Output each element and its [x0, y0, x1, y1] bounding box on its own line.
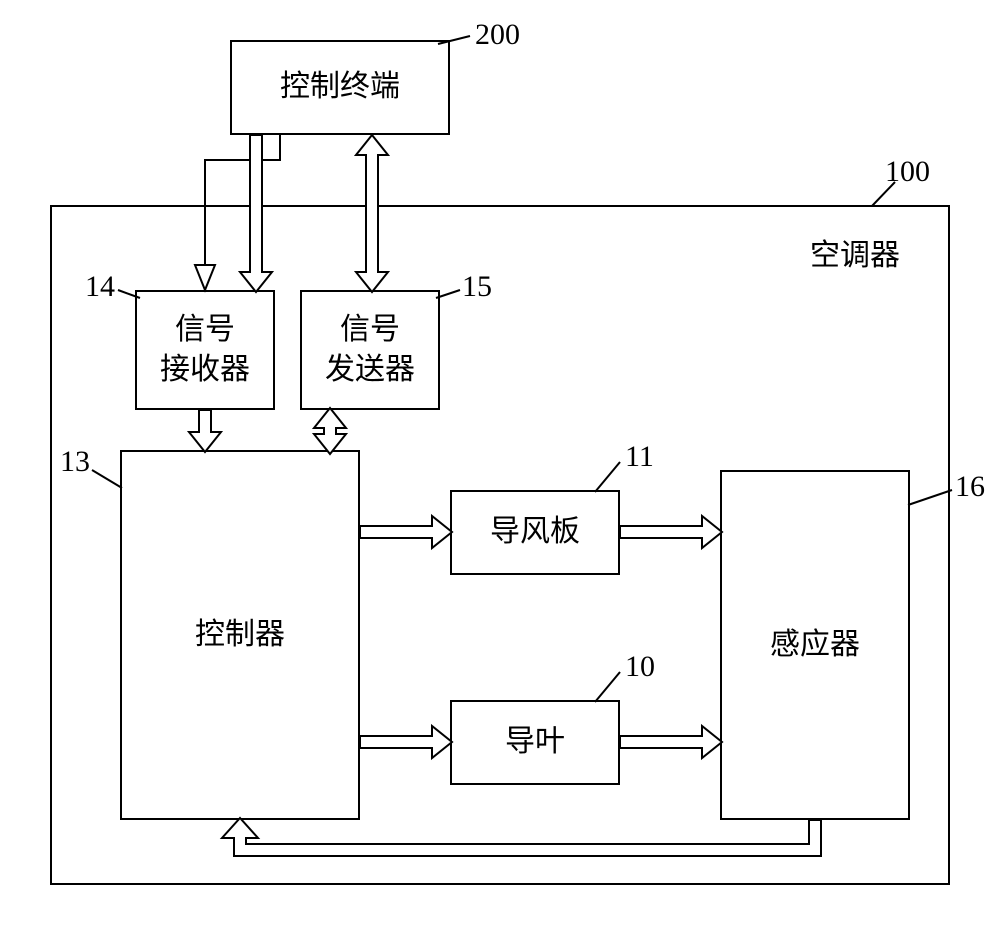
signal-transmitter-text: 信号 发送器	[325, 310, 415, 391]
ref-10: 10	[625, 650, 655, 684]
ref-15: 15	[462, 270, 492, 304]
sensor-box: 感应器	[720, 470, 910, 820]
ref-11: 11	[625, 440, 654, 474]
ref-14: 14	[85, 270, 115, 304]
control-terminal-box: 控制终端	[230, 40, 450, 135]
signal-receiver-box: 信号 接收器	[135, 290, 275, 410]
ref-13: 13	[60, 445, 90, 479]
ref-100: 100	[885, 155, 930, 189]
diagram-canvas: 空调器 控制终端 信号 接收器 信号 发送器 控制器 导风板 导叶 感应器 20…	[0, 0, 1000, 927]
signal-transmitter-box: 信号 发送器	[300, 290, 440, 410]
wind-deflector-text: 导风板	[490, 512, 580, 553]
ref-16: 16	[955, 470, 985, 504]
ref-200: 200	[475, 18, 520, 52]
air-conditioner-label: 空调器	[810, 230, 900, 274]
controller-box: 控制器	[120, 450, 360, 820]
guide-vane-text: 导叶	[505, 722, 565, 763]
wind-deflector-box: 导风板	[450, 490, 620, 575]
controller-text: 控制器	[195, 615, 285, 656]
guide-vane-box: 导叶	[450, 700, 620, 785]
control-terminal-text: 控制终端	[280, 67, 400, 108]
sensor-text: 感应器	[770, 625, 860, 666]
signal-receiver-text: 信号 接收器	[160, 310, 250, 391]
